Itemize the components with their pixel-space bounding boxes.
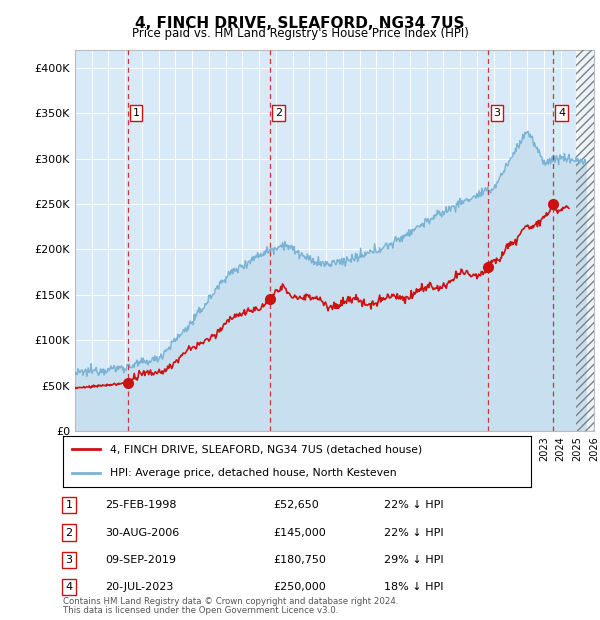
Text: 1: 1 <box>65 500 73 510</box>
Text: 2: 2 <box>65 528 73 538</box>
Text: 30-AUG-2006: 30-AUG-2006 <box>105 528 179 538</box>
Text: Contains HM Land Registry data © Crown copyright and database right 2024.: Contains HM Land Registry data © Crown c… <box>63 597 398 606</box>
Text: 4: 4 <box>558 108 565 118</box>
Bar <box>576 50 594 431</box>
Text: This data is licensed under the Open Government Licence v3.0.: This data is licensed under the Open Gov… <box>63 606 338 615</box>
Text: Price paid vs. HM Land Registry's House Price Index (HPI): Price paid vs. HM Land Registry's House … <box>131 27 469 40</box>
Text: HPI: Average price, detached house, North Kesteven: HPI: Average price, detached house, Nort… <box>110 469 397 479</box>
Text: 09-SEP-2019: 09-SEP-2019 <box>105 555 176 565</box>
Text: 29% ↓ HPI: 29% ↓ HPI <box>384 555 443 565</box>
Text: £52,650: £52,650 <box>273 500 319 510</box>
Text: 20-JUL-2023: 20-JUL-2023 <box>105 582 173 592</box>
Text: 3: 3 <box>493 108 500 118</box>
Text: 4, FINCH DRIVE, SLEAFORD, NG34 7US: 4, FINCH DRIVE, SLEAFORD, NG34 7US <box>135 16 465 30</box>
Text: 25-FEB-1998: 25-FEB-1998 <box>105 500 176 510</box>
Text: £180,750: £180,750 <box>273 555 326 565</box>
Text: 4, FINCH DRIVE, SLEAFORD, NG34 7US (detached house): 4, FINCH DRIVE, SLEAFORD, NG34 7US (deta… <box>110 444 422 454</box>
Text: 2: 2 <box>275 108 283 118</box>
Text: £250,000: £250,000 <box>273 582 326 592</box>
Text: 22% ↓ HPI: 22% ↓ HPI <box>384 528 443 538</box>
Text: 3: 3 <box>65 555 73 565</box>
Text: £145,000: £145,000 <box>273 528 326 538</box>
Text: 4: 4 <box>65 582 73 592</box>
Text: 22% ↓ HPI: 22% ↓ HPI <box>384 500 443 510</box>
Text: 18% ↓ HPI: 18% ↓ HPI <box>384 582 443 592</box>
Text: 1: 1 <box>133 108 140 118</box>
Bar <box>576 50 594 431</box>
